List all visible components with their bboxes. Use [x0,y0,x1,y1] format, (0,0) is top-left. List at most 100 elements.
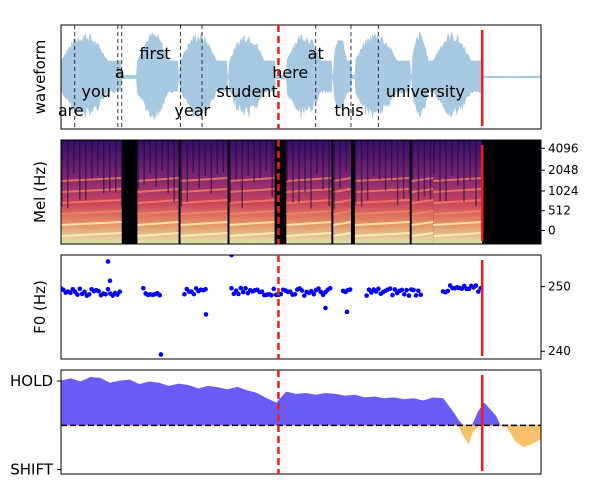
f0-point [473,283,479,288]
mel-harmonic [333,188,352,193]
mel-texture [439,140,441,201]
f0-point [299,288,305,293]
f0-point [240,289,246,295]
mel-harmonic [61,177,122,182]
mel-texture [463,140,465,202]
mel-texture [402,140,405,199]
mel-harmonic [354,177,410,182]
f0-point [302,293,307,298]
mel-texture [286,140,288,181]
mel-texture [186,140,189,203]
f0-point [390,292,395,298]
mel-harmonic [333,177,352,182]
mel-texture [475,140,477,207]
mel-harmonic [411,221,434,226]
mel-harmonic [433,188,483,193]
f0-point [229,285,234,291]
mel-harmonic [61,210,122,215]
mel-ytick-label: 512 [548,204,571,218]
mel-harmonic [411,210,434,215]
mel-texture [445,140,447,202]
mel-harmonic [229,188,275,193]
turn-ytick-label: SHIFT [10,461,54,479]
f0-point [413,293,419,298]
mel-frame [60,139,542,245]
f0-point [392,287,398,292]
mel-texture [322,140,324,190]
mel-texture [222,140,225,173]
mel-harmonic [180,232,228,237]
mel-texture [155,140,157,187]
mel-harmonic [180,188,228,193]
mel-harmonic [286,177,332,182]
f0-point [406,293,412,298]
mel-texture [310,140,312,209]
f0-point [238,285,244,291]
mel-ytick-label: 2048 [548,163,579,177]
f0-point [416,288,421,294]
mel-texture [216,140,219,175]
mel-texture [333,140,335,210]
mel-texture [143,140,145,185]
mel-harmonic [137,210,179,215]
mel-texture [259,140,261,179]
f0-points [61,255,483,357]
mel-harmonic [411,188,434,193]
mel-yticks: 4096 2048 1024 512 0 [541,141,579,237]
mel-texture [316,140,318,175]
mel-texture [396,140,399,206]
word-label: university [386,82,465,101]
mel-texture [73,140,75,174]
f0-point [140,285,146,291]
f0-point [236,291,241,297]
mel-harmonic [229,210,275,215]
mel-texture [411,140,414,180]
mel-harmonic [333,199,352,204]
mel-texture [408,140,411,196]
f0-point [105,259,111,264]
mel-texture [67,140,69,209]
mel-texture [457,140,459,186]
word-label: student [217,82,278,101]
mel-harmonic [433,232,483,237]
mel-harmonic [286,210,332,215]
f0-point [344,309,350,315]
mel-texture [137,140,139,189]
mel-texture [198,140,201,189]
word-label: this [334,101,363,120]
hold-area [61,377,541,426]
mel-ytick-label: 4096 [548,141,579,155]
mel-texture [103,140,105,194]
mel-texture [210,140,213,194]
mel-speech-block [411,140,434,244]
f0-point [364,293,369,298]
mel-texture [304,140,306,193]
f0-point [376,286,381,292]
f0-point [182,291,187,297]
f0-point [203,286,208,292]
mel-texture [429,140,432,200]
mel-harmonic [61,188,122,193]
mel-texture [253,140,255,182]
mel-texture [271,140,273,198]
f0-point [311,291,317,297]
waveform-signal [61,31,541,121]
f0-point [411,287,416,293]
word-label: first [139,44,170,63]
mel-panel: 4096 2048 1024 512 0 Mel (Hz) [31,139,579,245]
time-markers [277,25,484,474]
mel-harmonic [286,188,332,193]
mel-harmonic [137,188,179,193]
mel-harmonic [229,232,275,237]
mel-texture [339,140,341,189]
mel-texture [241,140,243,208]
mel-harmonic [333,232,352,237]
f0-yticks: 250 240 [541,280,571,358]
turn-ytick-label: HOLD [10,372,53,390]
mel-texture [192,140,195,173]
mel-texture [85,140,87,200]
mel-texture [433,140,435,175]
f0-point [401,292,407,297]
mel-texture [390,140,393,181]
